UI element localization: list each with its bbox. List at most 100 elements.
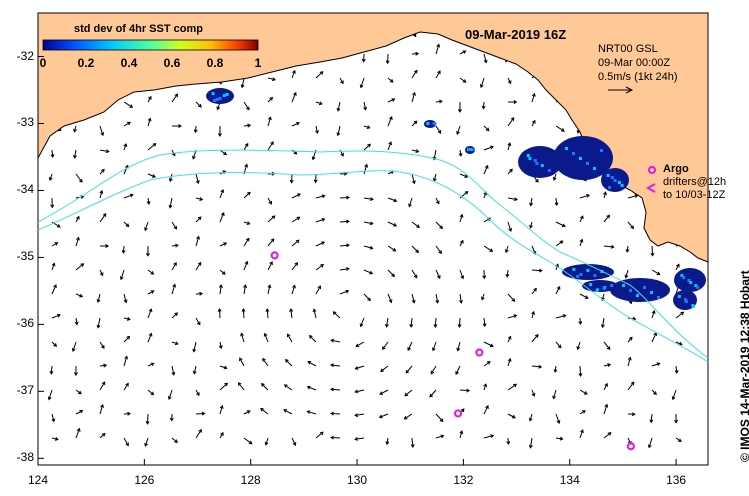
current-arrow — [555, 285, 561, 295]
current-arrow — [171, 312, 179, 319]
current-arrow — [553, 365, 558, 374]
current-arrow — [603, 214, 611, 223]
current-arrow — [243, 284, 248, 295]
current-arrow — [647, 437, 653, 449]
current-arrow — [219, 404, 224, 415]
current-arrow — [219, 382, 229, 391]
current-arrow — [675, 311, 685, 319]
current-arrow — [315, 194, 326, 199]
current-arrow — [51, 341, 58, 347]
current-arrow — [121, 245, 126, 254]
current-arrow — [531, 92, 536, 103]
current-arrow — [531, 287, 537, 295]
current-arrow — [627, 336, 633, 343]
current-arrow — [99, 432, 106, 439]
current-arrow — [49, 365, 54, 375]
current-arrow — [267, 215, 276, 223]
current-arrow — [483, 245, 494, 252]
current-arrow — [243, 260, 249, 271]
current-arrow — [435, 434, 445, 439]
current-arrow — [123, 193, 134, 199]
current-arrow — [411, 173, 416, 185]
current-arrow — [291, 216, 301, 223]
current-arrow — [529, 221, 533, 229]
current-arrow — [219, 188, 225, 199]
current-arrow — [675, 263, 680, 271]
model-info: NRT00 GSL 09-Mar 00:00Z 0.5m/s (1kt 24h) — [598, 42, 677, 84]
current-arrow — [168, 197, 173, 209]
current-arrow — [315, 431, 324, 439]
sst-speck — [606, 174, 610, 177]
current-arrow — [411, 269, 418, 279]
current-arrow — [650, 245, 655, 257]
map-date-title: 09-Mar-2019 16Z — [465, 27, 567, 42]
current-arrow — [147, 290, 155, 295]
current-arrow — [579, 238, 584, 247]
current-arrow — [195, 317, 201, 326]
current-arrow — [73, 125, 77, 133]
sst-speck — [533, 159, 537, 162]
current-arrow — [243, 142, 249, 151]
current-arrow — [528, 437, 533, 449]
current-arrow — [171, 283, 177, 295]
current-arrow — [336, 125, 341, 137]
sst-speck — [593, 274, 597, 277]
current-arrow — [147, 362, 155, 367]
current-arrow — [363, 143, 372, 151]
current-arrow — [411, 149, 420, 153]
current-arrow — [459, 191, 469, 199]
current-arrow — [433, 317, 438, 328]
current-arrow — [603, 341, 611, 351]
current-arrow — [403, 413, 413, 420]
argo-float-marker — [626, 442, 635, 451]
y-tick-label: -38 — [16, 450, 34, 465]
sst-speck — [222, 94, 226, 97]
sst-speck — [526, 154, 530, 157]
current-arrow — [555, 221, 566, 228]
current-arrow — [363, 245, 374, 250]
current-arrow — [267, 197, 272, 205]
current-arrow — [385, 53, 390, 65]
current-arrow — [363, 197, 374, 201]
current-arrow — [603, 244, 615, 249]
current-arrow — [411, 91, 416, 103]
bathymetry-contours — [37, 149, 709, 363]
current-arrow — [555, 413, 561, 425]
current-arrow — [283, 409, 293, 415]
current-arrow — [262, 357, 269, 367]
current-arrow — [385, 437, 390, 446]
current-arrow — [576, 341, 581, 351]
current-arrow — [411, 245, 420, 254]
current-arrow — [552, 173, 557, 181]
current-arrow — [283, 384, 293, 391]
current-arrow — [167, 389, 173, 401]
current-arrow — [649, 413, 654, 424]
current-arrow — [306, 410, 317, 415]
sst-speck — [694, 284, 698, 287]
current-arrow — [435, 197, 440, 205]
x-tick-label: 124 — [27, 473, 49, 487]
current-arrow — [354, 365, 365, 370]
current-arrow — [145, 245, 150, 257]
current-arrow — [195, 235, 200, 247]
current-arrow — [171, 221, 178, 230]
current-arrow — [145, 413, 150, 425]
drifters-label-2: to 10/03-12Z — [663, 189, 726, 201]
current-arrow — [48, 173, 53, 181]
x-tick-label: 130 — [347, 473, 368, 487]
current-arrow — [531, 333, 539, 343]
current-arrow — [483, 383, 488, 391]
current-arrow — [330, 338, 341, 343]
current-arrow — [456, 341, 461, 352]
current-arrow — [51, 284, 57, 295]
sst-speck — [565, 147, 568, 150]
current-arrow — [651, 269, 661, 276]
current-arrow — [267, 238, 275, 247]
current-arrow — [483, 164, 489, 175]
current-arrow — [73, 149, 77, 159]
sst-speck — [643, 286, 646, 289]
current-arrow — [241, 308, 246, 319]
current-arrow — [459, 239, 464, 247]
current-arrow — [627, 221, 635, 230]
current-arrow — [315, 125, 319, 135]
